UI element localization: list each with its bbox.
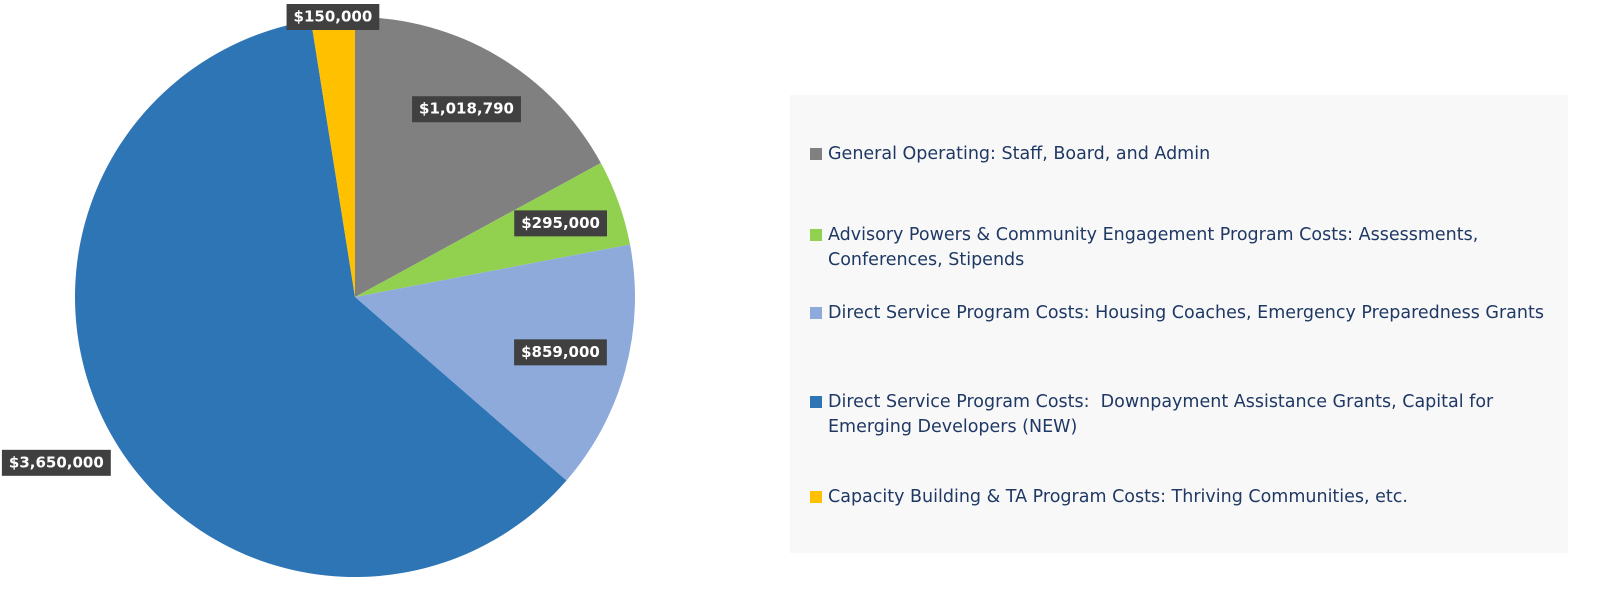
data-label: $859,000 xyxy=(514,339,607,366)
legend-swatch xyxy=(810,491,822,503)
legend-item: General Operating: Staff, Board, and Adm… xyxy=(810,142,1550,167)
legend-label: Direct Service Program Costs: Downpaymen… xyxy=(828,392,1499,437)
legend-item: Direct Service Program Costs: Housing Co… xyxy=(810,301,1550,326)
data-label-box xyxy=(514,210,607,237)
legend-label: Advisory Powers & Community Engagement P… xyxy=(828,225,1484,270)
legend: General Operating: Staff, Board, and Adm… xyxy=(790,95,1568,553)
pie-chart: $1,018,790 $295,000 $859,000 $3,650,000 $150… xyxy=(1,4,635,577)
legend-item: Advisory Powers & Community Engagement P… xyxy=(810,223,1550,273)
data-label: $1,018,790 xyxy=(412,96,521,123)
pie-slice xyxy=(75,20,567,577)
legend-swatch xyxy=(810,307,822,319)
data-label: $150,000 xyxy=(286,4,380,30)
data-label-text: $859,000 xyxy=(521,343,600,361)
pie-slice xyxy=(355,244,635,481)
legend-label: Direct Service Program Costs: Housing Co… xyxy=(828,303,1544,323)
legend-item: Capacity Building & TA Program Costs: Th… xyxy=(810,485,1550,510)
data-label-box xyxy=(412,96,521,123)
data-label-box xyxy=(286,4,380,30)
data-label-text: $150,000 xyxy=(294,8,373,26)
legend-item: Direct Service Program Costs: Downpaymen… xyxy=(810,390,1550,440)
legend-label: General Operating: Staff, Board, and Adm… xyxy=(828,144,1211,164)
pie-slice xyxy=(355,17,601,297)
data-label-text: $295,000 xyxy=(521,214,600,232)
data-label-box xyxy=(514,339,607,366)
data-label-box xyxy=(1,449,111,476)
legend-swatch xyxy=(810,229,822,241)
data-label-text: $1,018,790 xyxy=(419,100,514,118)
legend-label: Capacity Building & TA Program Costs: Th… xyxy=(828,487,1408,507)
data-label-text: $3,650,000 xyxy=(9,453,104,471)
pie-slice xyxy=(311,17,355,297)
legend-swatch xyxy=(810,396,822,408)
pie-slice xyxy=(355,162,631,297)
data-label: $3,650,000 xyxy=(1,449,111,476)
data-label: $295,000 xyxy=(514,210,607,237)
legend-swatch xyxy=(810,148,822,160)
